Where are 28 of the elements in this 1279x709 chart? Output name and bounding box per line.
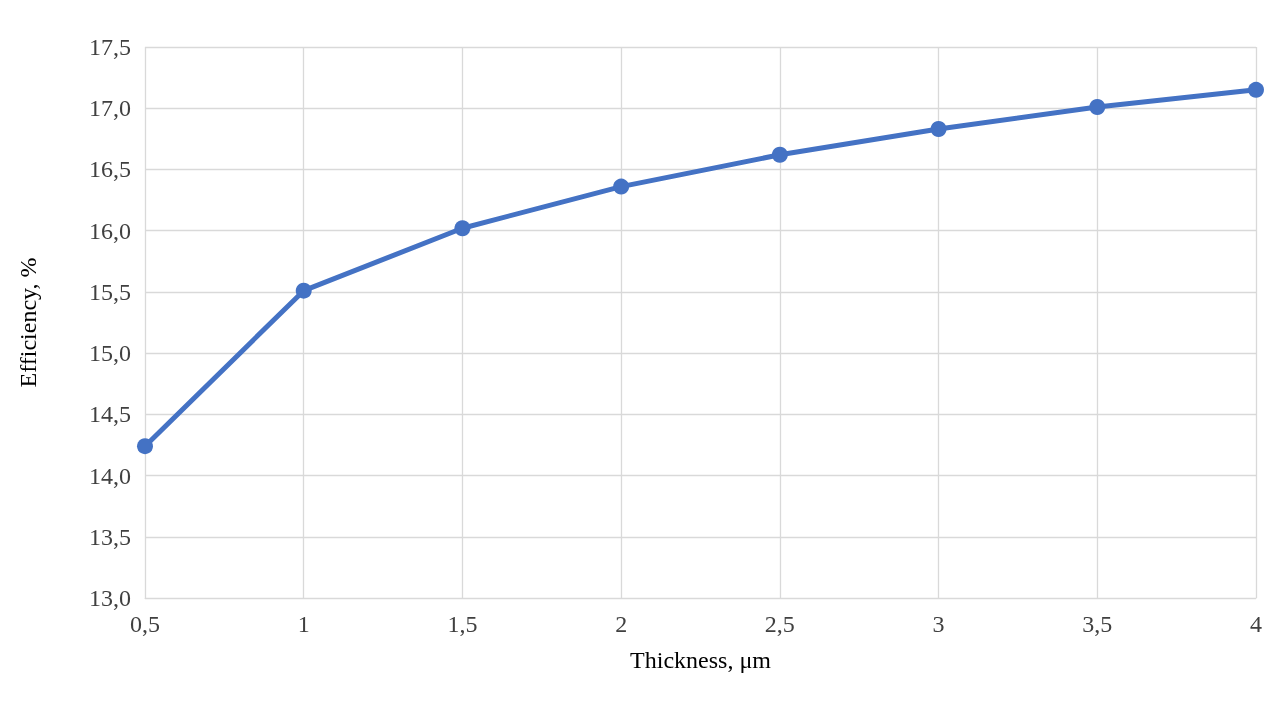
point <box>771 146 788 163</box>
point <box>1089 99 1106 115</box>
x-tick-label: 3,5 <box>1082 611 1113 637</box>
y-tick-label: 14,0 <box>89 462 131 489</box>
y-axis-title: Efficiency, % <box>15 257 41 388</box>
point <box>454 220 471 237</box>
y-tick-label: 15,0 <box>89 340 131 367</box>
x-tick-label: 4 <box>1250 611 1262 637</box>
y-tick-label: 16,0 <box>89 217 131 244</box>
x-tick-label: 1 <box>297 611 310 637</box>
x-tick-label: 0,5 <box>130 611 160 637</box>
point <box>613 178 630 195</box>
point <box>1248 81 1264 98</box>
y-tick-label: 17,5 <box>89 34 131 60</box>
y-tick-label: 14,5 <box>89 401 131 428</box>
y-tick-label: 17,0 <box>89 95 131 122</box>
x-tick-label: 2 <box>615 611 628 637</box>
y-tick-label: 13,0 <box>89 585 131 611</box>
x-axis-title: Thickness, μm <box>630 647 772 673</box>
point <box>295 282 312 299</box>
x-tick-label: 3 <box>932 611 945 637</box>
y-tick-label: 16,5 <box>89 156 131 183</box>
y-tick-label: 15,5 <box>89 278 131 305</box>
point <box>930 121 947 138</box>
x-tick-label: 1,5 <box>447 611 478 637</box>
y-tick-label: 13,5 <box>89 523 131 550</box>
x-tick-label: 2,5 <box>764 611 795 637</box>
point <box>137 438 153 455</box>
